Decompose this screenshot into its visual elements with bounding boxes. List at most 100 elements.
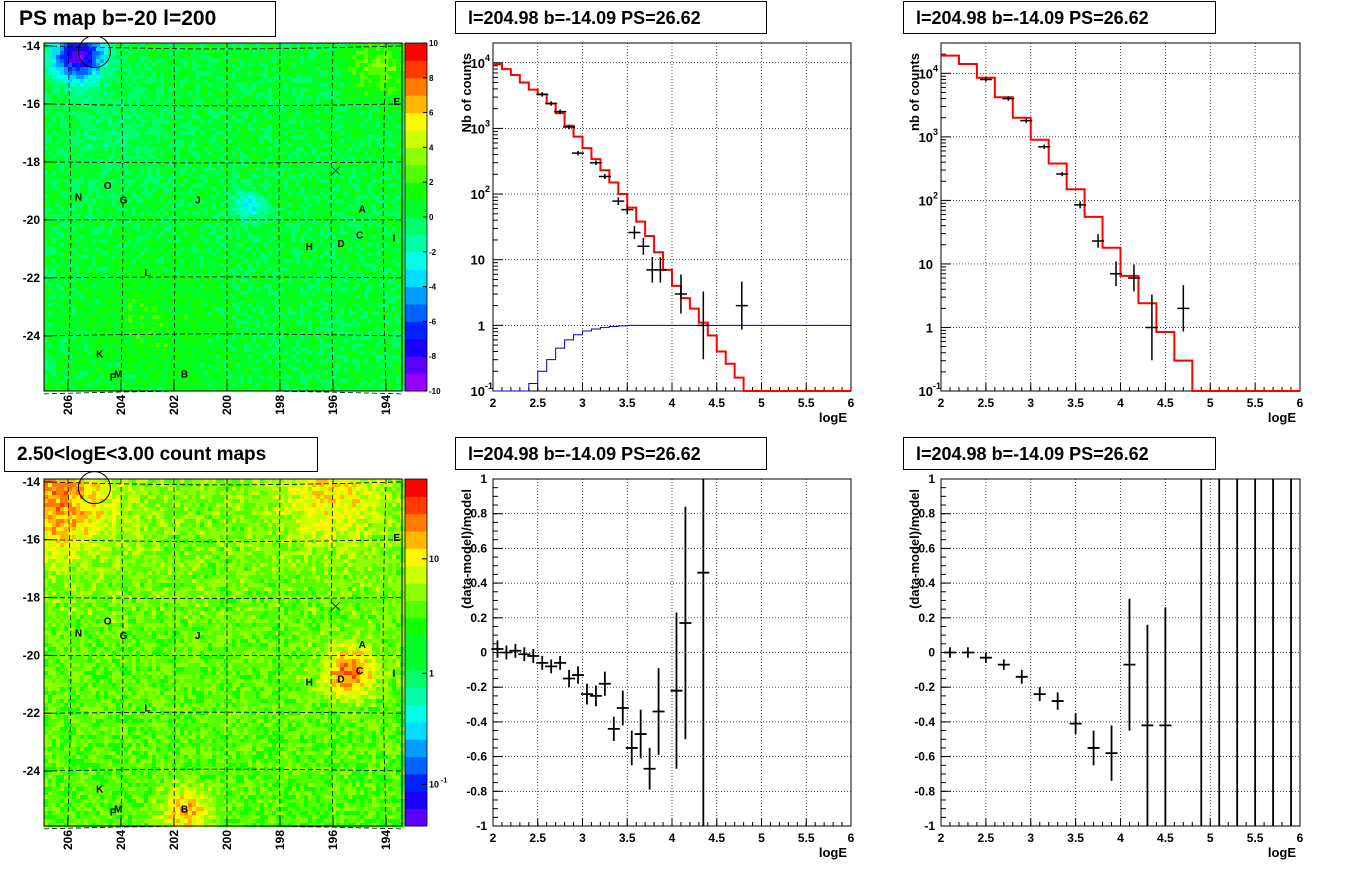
y-tick-label: -1 [476,819,487,833]
y-tick-label: 0 [928,646,935,660]
residual-point [1105,725,1118,781]
y-tick-label: -0.4 [466,715,487,729]
map-y-tick-label: -20 [23,213,41,227]
x-tick-label: 5 [1207,396,1214,410]
data-point [628,225,641,240]
data-point [735,281,748,330]
data-point [1110,261,1123,287]
residual-point [545,659,558,674]
residual-point [1033,687,1046,702]
residual-point [509,643,522,658]
source-label: E [393,97,400,108]
colorbar-tick-label: -8 [429,352,437,361]
colorbar-segment [405,808,427,827]
map-x-tick-label: 198 [273,395,287,415]
y-tick-label: 10 [919,130,933,145]
residual-point [1123,598,1136,731]
residual-point [1015,669,1028,684]
colorbar-segment [405,147,427,166]
source-label: H [306,677,313,688]
residual-point [961,647,974,658]
data-point [545,101,558,106]
colorbar-tick-label: 4 [429,143,434,152]
residual-point [589,685,602,707]
source-label: G [120,196,128,207]
y-tick-exponent: 3 [933,127,938,137]
map-x-tick-label: 204 [114,830,128,850]
source-label: M [114,805,122,816]
map-grid-line [67,478,72,827]
count-map-title: 2.50<logE<3.00 count maps [4,437,318,472]
source-label: C [356,666,363,677]
colorbar-tick-label: -4 [429,283,437,292]
data-point [1177,285,1190,332]
map-y-tick-label: -18 [23,155,41,169]
colorbar-segment [405,531,427,549]
colorbar-segment [405,565,427,584]
y-tick-exponent: 4 [933,63,938,73]
map-grid-line [120,42,124,392]
map-x-tick-label: 204 [114,395,128,415]
y-axis-label: Nb of counts [459,53,474,132]
colorbar-segment [405,635,427,653]
y-tick-label: 1 [478,318,485,333]
source-label: D [337,675,344,686]
x-tick-label: 4 [1117,396,1124,410]
map-grid-line [43,481,403,486]
y-tick-label: 0.6 [918,541,935,555]
y-tick-label: -0.4 [914,715,935,729]
model-histogram [493,63,851,392]
residual-point [616,690,629,726]
colorbar-segment [405,600,427,619]
residual-point [943,647,956,658]
colorbar-segment [405,373,427,392]
x-tick-label: 5 [1207,831,1214,845]
source-label: K [96,349,104,360]
residual-point [979,652,992,663]
residual-panel-2: -1 -0.8 -0.6 -0.4 -0.2 0 0.2 0.4 0.6 0.8 1 2 2.5 3 3.5… [907,472,1304,860]
source-label: I [393,233,396,244]
y-tick-exponent: 2 [933,190,938,200]
x-tick-label: 4 [1117,831,1124,845]
colorbar-tick-label: 0 [429,213,434,222]
y-tick-label: -0.8 [466,784,487,798]
cnt-map: -14 -16 -18 -20 -22 -24 206 204 202 200 198 196 194 N… [23,471,447,850]
colorbar-segment [405,669,427,688]
x-tick-label: 2.5 [529,831,546,845]
colorbar-segment [405,338,427,357]
x-tick-label: 3 [579,396,586,410]
data-point [563,124,576,130]
source-label: B [181,370,188,381]
map-x-tick-label: 206 [61,395,75,415]
colorbar-frame [404,478,428,827]
y-tick-label: -0.8 [914,784,935,798]
x-tick-label: 4 [669,396,676,410]
colorbar-segment [405,687,427,706]
source-label: O [104,181,112,192]
source-label: K [96,784,104,795]
residual-point [1159,607,1172,826]
residual-point [491,640,504,658]
y-tick-label: 10 [919,384,933,399]
y-axis-label: nb of counts [907,53,922,131]
y-tick-label: 10 [919,66,933,81]
map-grid-line [43,711,403,714]
data-point [1020,118,1033,123]
colorbar-segment [405,130,427,148]
map-y-tick-label: -16 [23,97,41,111]
y-tick-label: 10 [471,384,485,399]
map-grid-line [43,333,403,337]
y-tick-label: 10 [471,253,485,268]
map-x-tick-label: 206 [61,830,75,850]
data-point [697,291,710,360]
residual-point [572,666,585,684]
colorbar-segment [405,164,427,183]
data-point [654,257,667,283]
data-point [1074,201,1087,209]
colorbar-segment [405,304,427,322]
data-point [1056,171,1069,177]
map-x-tick-label: 198 [273,830,287,850]
colorbar-segment [405,60,427,79]
map-frame [43,478,403,827]
